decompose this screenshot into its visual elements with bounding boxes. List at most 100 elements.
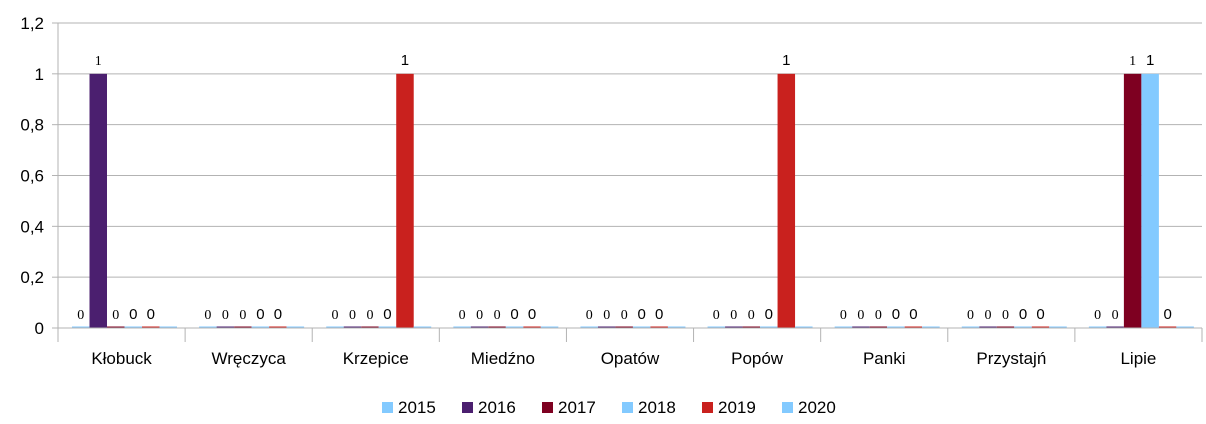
bar [615,326,633,328]
y-tick-label: 0 [35,319,44,338]
x-tick-label: Krzepice [343,349,409,368]
bar [251,326,270,328]
bar [996,326,1015,328]
data-label: 0 [383,306,391,323]
bar [922,326,940,328]
bar [904,326,923,328]
bar [795,326,813,328]
bar [632,326,651,328]
bar [1106,326,1124,328]
x-axis: Kłobuck Wręczyca Krzepice Miedźno Opatów Popó… [57,327,1203,368]
data-label: 1 [782,52,790,69]
y-axis: 0 0,2 0,4 0,6 0,8 1 1,2 [20,14,59,338]
data-label: 0 [256,306,264,323]
data-label: 1 [95,54,102,69]
data-label: 0 [748,308,755,323]
bar [597,326,616,328]
y-tick-label: 1,2 [20,14,44,33]
bar [1141,73,1159,328]
data-label: 0 [655,306,663,323]
data-label: 0 [1112,308,1119,323]
bar [269,326,287,328]
y-tick-label: 1 [35,65,44,84]
x-tick-label: Lipie [1120,349,1156,368]
data-label: 0 [713,308,720,323]
legend-label: 2020 [798,398,836,417]
data-label: 0 [875,308,882,323]
bar [199,326,217,328]
bar [869,326,888,328]
data-label: 0 [129,306,137,323]
bar [1158,326,1177,328]
bar [361,326,379,328]
data-label: 0 [147,306,155,323]
bar [505,326,524,328]
bar [1088,326,1107,328]
bar [1049,326,1067,328]
data-label: 1 [401,52,409,69]
bar [742,326,761,328]
data-label: 0 [1094,308,1101,323]
x-tick-label: Popów [731,349,784,368]
data-label: 0 [985,308,992,323]
bar [159,326,177,328]
x-tick-label: Wręczyca [212,349,287,368]
bar [453,326,471,328]
data-label: 0 [1019,306,1027,323]
bar [725,326,743,328]
y-tick-label: 0,8 [20,116,44,135]
bar [852,326,870,328]
data-label: 0 [222,308,229,323]
bar [1123,73,1142,328]
legend-swatch [622,402,633,413]
bar [1031,326,1050,328]
gridlines [58,22,1202,278]
data-label: 0 [494,308,501,323]
data-label: 0 [603,308,610,323]
legend: 2015 2016 2017 2018 2019 2020 [382,398,836,417]
bar [667,326,686,328]
legend-swatch [782,402,793,413]
bar [540,326,559,328]
x-tick-label: Miedźno [471,349,535,368]
bar [777,73,796,328]
data-label: 0 [638,306,646,323]
bar [488,326,506,328]
data-label: 0 [892,306,900,323]
data-label: 0 [1036,306,1044,323]
x-tick-label: Panki [863,349,906,368]
x-tick-label: Przystajń [976,349,1046,368]
bar [72,326,90,328]
bar [216,326,235,328]
data-label: 0 [967,308,974,323]
legend-swatch [542,402,553,413]
bar [1014,326,1032,328]
data-label: 0 [331,308,338,323]
data-label: 0 [112,308,119,323]
bar [834,326,853,328]
bar [1176,326,1194,328]
bar [396,73,414,328]
data-label: 1 [1146,52,1154,69]
data-label: 0 [510,306,518,323]
data-labels: 010 0 0 0 0 0 0 0 0 0 0 010 0 0 0 0 0 0 0 0 0 0 0 0 010 0 0 0 0 0 0 0 0 0… [77,52,1172,323]
bar [286,326,305,328]
legend-swatch [702,402,713,413]
data-label: 0 [857,308,864,323]
data-label: 0 [586,308,593,323]
bar [343,326,362,328]
data-label: 0 [1163,306,1171,323]
bar [580,326,598,328]
bar [887,326,905,328]
x-tick-label: Kłobuck [91,349,152,368]
bar [142,326,160,328]
data-label: 0 [77,308,84,323]
y-tick-label: 0,2 [20,268,44,287]
bar [124,326,142,328]
bar [413,326,432,328]
legend-swatch [382,402,393,413]
bar [89,73,107,328]
data-label: 0 [1002,308,1009,323]
legend-label: 2019 [718,398,756,417]
legend-swatch [462,402,473,413]
